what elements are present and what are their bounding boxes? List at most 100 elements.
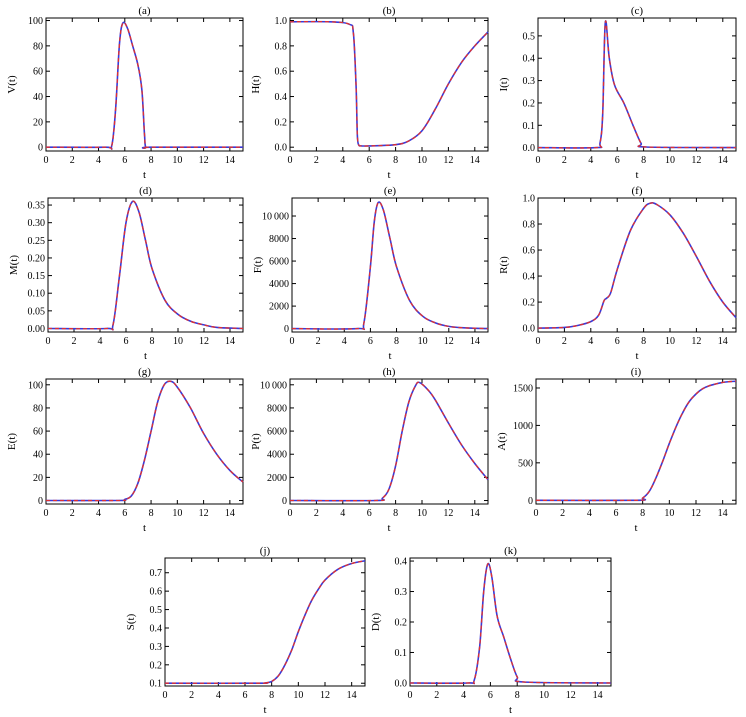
x-tick-label: 8: [393, 155, 398, 166]
y-axis-label: M(t): [8, 255, 20, 276]
panel-title: (d): [139, 185, 152, 197]
y-tick-label: 0.4: [275, 92, 288, 103]
x-tick-label: 8: [641, 155, 646, 166]
plot-frame: [45, 378, 244, 505]
x-tick-label: 4: [216, 690, 221, 701]
y-tick-label: 0.1: [523, 121, 536, 132]
x-tick-label: 8: [394, 336, 399, 347]
y-tick-label: 1.0: [523, 194, 536, 205]
x-tick-label: 12: [691, 508, 701, 519]
x-tick-label: 14: [470, 336, 480, 347]
x-tick-label: 8: [149, 155, 154, 166]
panel-title: (h): [383, 366, 396, 378]
y-tick-label: 0: [284, 324, 289, 335]
x-axis-label: t: [387, 169, 390, 181]
x-tick-label: 10: [417, 508, 427, 519]
x-tick-label: 4: [588, 336, 593, 347]
x-tick-label: 6: [615, 336, 620, 347]
y-tick-label: 10 000: [260, 380, 287, 391]
y-tick-label: 0.00: [28, 324, 46, 335]
y-tick-label: 0.4: [523, 272, 536, 283]
x-tick-label: 10: [417, 155, 427, 166]
x-tick-label: 10: [665, 336, 675, 347]
y-tick-label: 0.8: [523, 220, 536, 231]
chart-panel: 0 2 4 6 8 10 12 14 0 2000 4000 6000 8000 10 000 (h) t P(…: [250, 366, 489, 534]
series-line-dashed: [409, 562, 612, 685]
plot-frame: [537, 17, 737, 152]
y-tick-label: 0.8: [275, 41, 288, 52]
x-tick-label: 2: [434, 690, 439, 701]
x-axis-label: t: [143, 522, 146, 534]
series-line-dashed: [535, 380, 737, 502]
x-tick-label: 4: [340, 508, 345, 519]
y-tick-label: 6000: [269, 257, 289, 268]
series-line-dashed: [289, 20, 489, 147]
chart-panel: 0 2 4 6 8 10 12 14 0 500 1000 1500 (i) t A(t): [496, 366, 737, 534]
y-tick-label: 4000: [267, 450, 287, 461]
y-tick-label: 0.6: [150, 587, 163, 598]
x-tick-label: 0: [536, 155, 541, 166]
chart-panel: 0 2 4 6 8 10 12 14 0.0 0.2 0.4 0.6 0.8 1.0 (f) t R(t): [498, 185, 737, 362]
x-tick-label: 6: [122, 155, 127, 166]
y-tick-label: 0.1: [395, 648, 408, 659]
plot-frame: [535, 378, 737, 505]
y-axis-label: H(t): [250, 75, 262, 94]
series-line-dashed: [537, 20, 737, 149]
x-tick-label: 8: [269, 690, 274, 701]
panel-title: (b): [383, 5, 396, 17]
panel-title: (e): [384, 185, 397, 197]
panel-title: (c): [631, 5, 644, 17]
chart-panel: 0 2 4 6 8 10 12 14 0 20 40 60 80 100 (g) t E(t): [6, 366, 244, 534]
x-tick-label: 8: [150, 336, 155, 347]
x-tick-label: 12: [320, 690, 330, 701]
y-tick-label: 60: [33, 427, 43, 438]
chart-panel: 0 2 4 6 8 10 12 14 0.0 0.1 0.2 0.3 0.4 (k) t D(t): [370, 545, 612, 716]
y-tick-label: 2000: [269, 302, 289, 313]
x-tick-label: 14: [347, 690, 357, 701]
x-tick-label: 10: [173, 336, 183, 347]
y-tick-label: 1.0: [275, 16, 288, 27]
x-tick-label: 2: [189, 690, 194, 701]
plot-frame: [289, 17, 489, 152]
series-line-solid: [535, 380, 737, 502]
plot-frame: [537, 197, 737, 333]
y-tick-label: 2000: [267, 473, 287, 484]
x-tick-label: 8: [393, 508, 398, 519]
x-tick-label: 2: [560, 508, 565, 519]
x-tick-label: 10: [418, 336, 428, 347]
y-tick-label: 0.1: [150, 679, 163, 690]
x-tick-label: 6: [367, 155, 372, 166]
chart-panel: 0 2 4 6 8 10 12 14 0.0 0.1 0.2 0.3 0.4 0.5 (c) t I(t): [498, 5, 737, 181]
x-tick-label: 10: [293, 690, 303, 701]
x-tick-label: 2: [314, 508, 319, 519]
x-axis-label: t: [635, 169, 638, 181]
x-axis-label: t: [144, 350, 147, 362]
series-line-solid: [409, 562, 612, 685]
y-tick-label: 0.15: [28, 271, 46, 282]
plot-frame: [45, 17, 244, 152]
x-axis-label: t: [635, 350, 638, 362]
x-tick-label: 12: [199, 508, 209, 519]
x-axis-label: t: [387, 522, 390, 534]
x-tick-label: 4: [96, 155, 101, 166]
chart-panel: 0 2 4 6 8 10 12 14 0 20 40 60 80 100 (a) t V(t): [6, 5, 244, 181]
y-tick-label: 0: [38, 496, 43, 507]
y-tick-label: 0.0: [275, 143, 288, 154]
x-tick-label: 12: [443, 508, 453, 519]
series-line-dashed: [291, 201, 489, 330]
series-line-solid: [537, 20, 737, 149]
y-tick-label: 0.4: [150, 623, 163, 634]
series-line-dashed: [289, 381, 489, 502]
series-line-solid: [289, 20, 489, 147]
y-tick-label: 100: [28, 380, 43, 391]
y-tick-label: 0.0: [523, 143, 536, 154]
x-tick-label: 4: [96, 508, 101, 519]
y-tick-label: 0.5: [523, 31, 536, 42]
series-line-solid: [291, 201, 489, 331]
y-tick-label: 0.2: [150, 660, 163, 671]
y-tick-label: 0.2: [395, 618, 408, 629]
chart-panel: 0 2 4 6 8 10 12 14 0.1 0.2 0.3 0.4 0.5 0.6 0.7 (j) t S(t): [125, 545, 366, 716]
y-axis-label: F(t): [252, 256, 264, 273]
x-tick-label: 2: [562, 155, 567, 166]
x-tick-label: 14: [718, 336, 728, 347]
